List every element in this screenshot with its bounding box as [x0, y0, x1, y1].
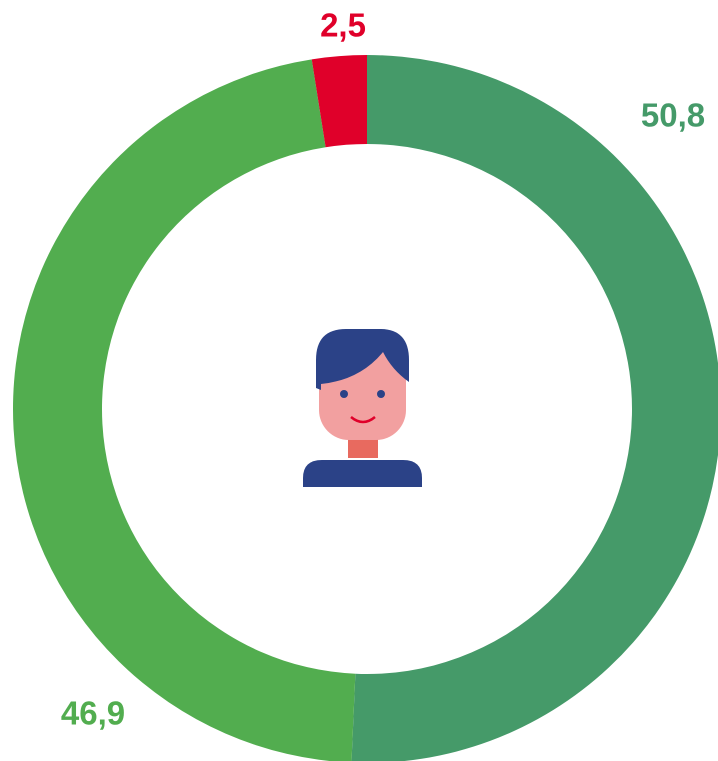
data-label: 46,9 [61, 695, 125, 732]
body [303, 460, 422, 487]
eye [340, 390, 348, 398]
hair [316, 329, 409, 390]
person-icon [303, 329, 422, 487]
neck [348, 436, 378, 458]
mouth [350, 416, 376, 424]
donut-slice [311, 55, 367, 148]
donut-slice [351, 55, 718, 761]
eye [377, 390, 385, 398]
data-label: 50,8 [641, 97, 705, 134]
donut-slice [13, 59, 356, 761]
data-label: 2,5 [320, 7, 366, 44]
donut [13, 55, 718, 761]
